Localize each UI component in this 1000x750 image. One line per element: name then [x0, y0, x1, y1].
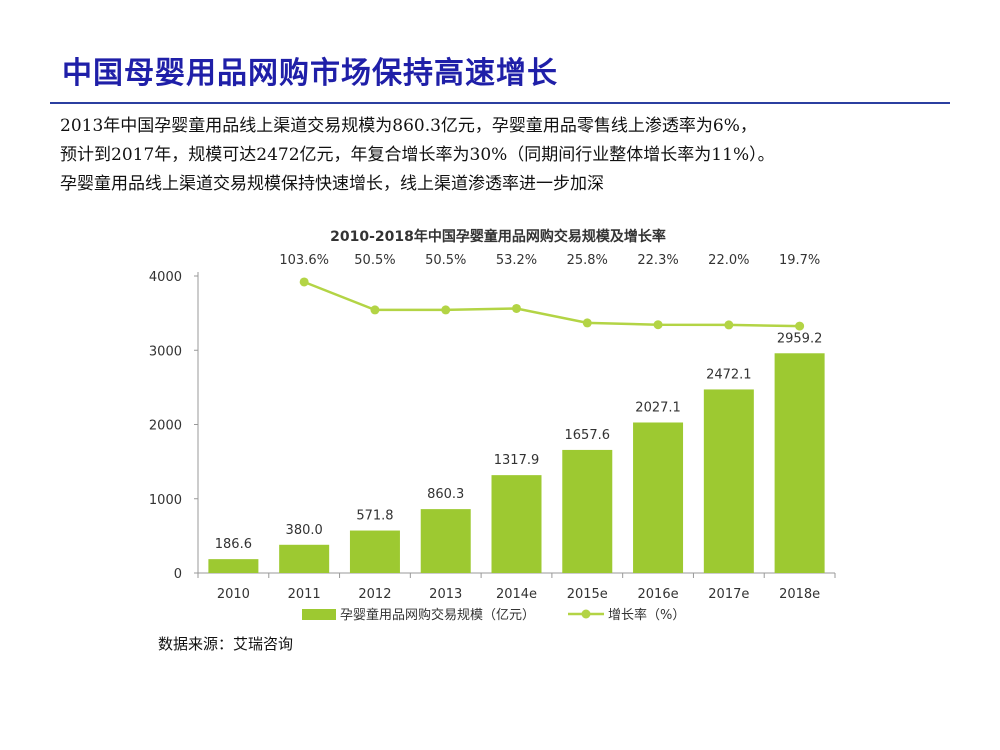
x-tick-label: 2016e — [638, 587, 679, 602]
intro-line-2: 预计到2017年，规模可达2472亿元，年复合增长率为30%（同期间行业整体增长… — [60, 145, 775, 165]
growth-rate-label: 19.7% — [779, 253, 820, 268]
bar-value-label: 2027.1 — [635, 400, 681, 415]
growth-rate-point — [795, 321, 805, 331]
legend-bar-swatch — [302, 609, 336, 620]
y-tick-label: 3000 — [149, 344, 182, 359]
y-tick-label: 4000 — [149, 270, 182, 285]
intro-line-1: 2013年中国孕婴童用品线上渠道交易规模为860.3亿元，孕婴童用品零售线上渗透… — [60, 116, 757, 136]
growth-rate-label: 22.3% — [637, 253, 678, 268]
bar — [420, 509, 471, 573]
x-tick-label: 2017e — [708, 587, 749, 602]
x-tick-label: 2018e — [779, 587, 820, 602]
x-tick-label: 2014e — [496, 587, 537, 602]
growth-rate-point — [512, 303, 521, 313]
bar-value-label: 186.6 — [215, 537, 252, 552]
title-divider — [50, 102, 950, 104]
growth-rate-point — [299, 277, 309, 287]
bar-value-label: 2472.1 — [706, 367, 752, 382]
growth-rate-label: 50.5% — [425, 253, 466, 268]
growth-rate-point — [724, 320, 734, 330]
growth-rate-point — [370, 305, 380, 315]
growth-rate-line — [303, 280, 800, 328]
bar-value-label: 1317.9 — [494, 453, 540, 468]
growth-rate-point — [441, 305, 451, 315]
x-tick-label: 2015e — [567, 587, 608, 602]
x-tick-label: 2013 — [429, 587, 462, 602]
bar — [279, 544, 330, 573]
bar — [774, 353, 825, 573]
growth-rate-label: 50.5% — [354, 253, 395, 268]
growth-rate-label: 103.6% — [279, 253, 329, 268]
bar — [703, 389, 754, 573]
growth-rate-label: 22.0% — [708, 253, 749, 268]
bar-value-label: 2959.2 — [777, 331, 823, 346]
bar — [349, 530, 400, 573]
bar — [562, 449, 613, 573]
bar-value-label: 860.3 — [427, 487, 464, 502]
legend-line-label: 增长率（%） — [608, 607, 685, 623]
y-tick-label: 1000 — [149, 493, 182, 508]
page-title: 中国母婴用品网购市场保持高速增长 — [62, 56, 558, 91]
bar-value-label: 571.8 — [356, 509, 393, 524]
growth-rate-label: 25.8% — [567, 253, 608, 268]
bar — [633, 422, 684, 573]
legend-line-marker — [581, 609, 591, 619]
x-tick-label: 2011 — [288, 587, 321, 602]
growth-rate-point — [582, 318, 592, 328]
intro-line-3: 孕婴童用品线上渠道交易规模保持快速增长，线上渠道渗透率进一步加深 — [60, 174, 604, 194]
bar-value-label: 1657.6 — [565, 428, 611, 443]
bar — [491, 475, 542, 573]
intro-paragraph: 2013年中国孕婴童用品线上渠道交易规模为860.3亿元，孕婴童用品零售线上渗透… — [60, 112, 955, 199]
bar-value-label: 380.0 — [286, 523, 323, 538]
growth-rate-point — [653, 320, 663, 330]
growth-rate-label: 53.2% — [496, 253, 537, 268]
bar — [208, 559, 259, 573]
x-tick-label: 2012 — [358, 587, 391, 602]
x-tick-label: 2010 — [217, 587, 250, 602]
y-tick-label: 0 — [174, 567, 182, 582]
legend-bar-label: 孕婴童用品网购交易规模（亿元） — [340, 607, 535, 623]
data-source: 数据来源：艾瑞咨询 — [158, 635, 294, 653]
chart-title: 2010-2018年中国孕婴童用品网购交易规模及增长率 — [330, 228, 666, 245]
y-tick-label: 2000 — [149, 419, 182, 434]
